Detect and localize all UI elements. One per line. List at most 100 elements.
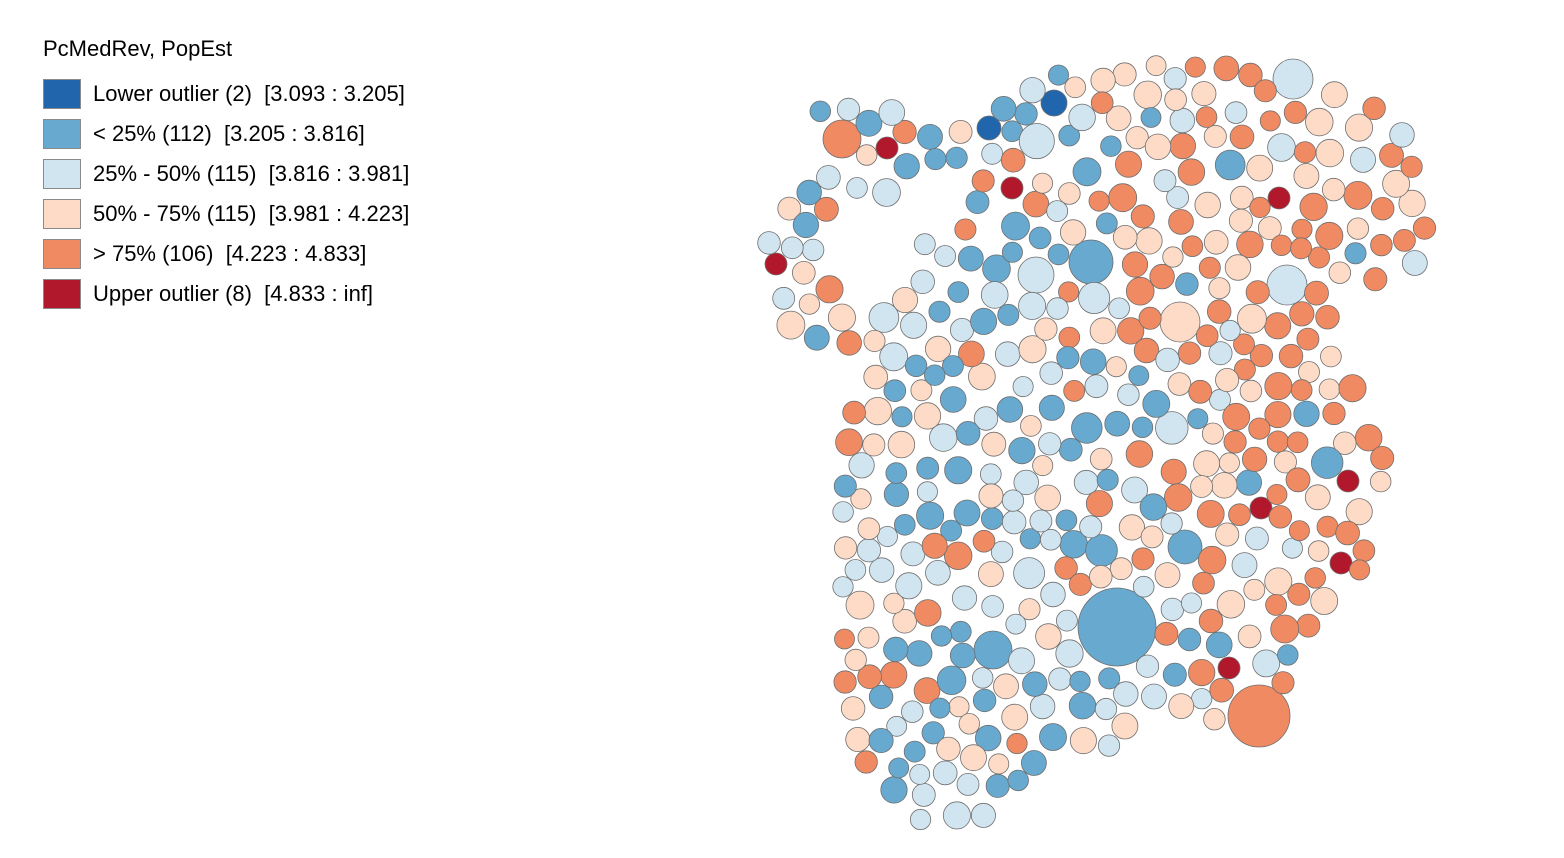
map-region-circle[interactable] (1307, 540, 1330, 562)
map-region-circle[interactable] (913, 402, 942, 430)
map-region-circle[interactable] (1169, 132, 1197, 160)
map-region-circle[interactable] (1398, 189, 1426, 217)
map-region-circle[interactable] (832, 501, 854, 523)
map-region-circle[interactable] (1264, 312, 1292, 340)
map-region-circle[interactable] (942, 355, 964, 377)
map-region-circle[interactable] (1296, 327, 1320, 351)
map-region-circle[interactable] (1227, 684, 1291, 748)
map-region-circle[interactable] (868, 302, 900, 333)
map-region-circle[interactable] (980, 281, 1009, 309)
map-region-circle[interactable] (996, 396, 1024, 423)
map-region-circle[interactable] (958, 713, 981, 735)
map-region-circle[interactable] (1370, 445, 1395, 470)
map-region-circle[interactable] (1196, 500, 1225, 528)
map-region-circle[interactable] (1115, 150, 1143, 178)
legend-item-q1[interactable]: < 25% (112) [3.205 : 3.816] (43, 114, 409, 154)
map-region-circle[interactable] (1206, 299, 1232, 324)
map-region-circle[interactable] (1159, 301, 1201, 343)
map-region-circle[interactable] (1329, 551, 1353, 575)
map-region-circle[interactable] (1308, 246, 1331, 269)
map-region-circle[interactable] (990, 96, 1017, 122)
map-region-circle[interactable] (1304, 280, 1329, 306)
map-region-circle[interactable] (846, 177, 868, 199)
map-region-circle[interactable] (1163, 483, 1193, 512)
map-region-circle[interactable] (1038, 394, 1065, 421)
map-region-circle[interactable] (1270, 614, 1300, 644)
map-region-circle[interactable] (879, 342, 909, 372)
map-region-circle[interactable] (869, 557, 895, 583)
map-region-circle[interactable] (1072, 157, 1102, 187)
map-region-circle[interactable] (916, 501, 945, 530)
map-region-circle[interactable] (1095, 212, 1118, 235)
map-region-circle[interactable] (1322, 401, 1346, 426)
map-region-circle[interactable] (1001, 211, 1030, 241)
map-region-circle[interactable] (1166, 186, 1189, 209)
map-region-circle[interactable] (1345, 498, 1373, 526)
map-region-circle[interactable] (1064, 76, 1086, 99)
map-region-circle[interactable] (1090, 91, 1114, 114)
map-region-circle[interactable] (832, 576, 854, 598)
map-region-circle[interactable] (893, 513, 916, 536)
map-region-circle[interactable] (1296, 613, 1321, 638)
map-region-circle[interactable] (970, 307, 998, 335)
map-region-circle[interactable] (801, 238, 825, 262)
map-region-circle[interactable] (1135, 227, 1163, 255)
map-region-circle[interactable] (1192, 571, 1215, 595)
map-region-circle[interactable] (1215, 367, 1240, 392)
map-region-circle[interactable] (883, 379, 907, 403)
map-region-circle[interactable] (816, 165, 841, 190)
map-region-circle[interactable] (845, 590, 875, 620)
map-region-circle[interactable] (1118, 514, 1146, 541)
map-region-circle[interactable] (1177, 627, 1202, 652)
map-region-circle[interactable] (1046, 297, 1069, 320)
map-region-circle[interactable] (1278, 343, 1304, 369)
map-region-circle[interactable] (1246, 154, 1274, 182)
map-region-circle[interactable] (1346, 217, 1370, 240)
map-region-circle[interactable] (1203, 124, 1227, 148)
map-region-circle[interactable] (1267, 186, 1291, 210)
legend-item-lower-outlier[interactable]: Lower outlier (2) [3.093 : 3.205] (43, 74, 409, 114)
map-region-circle[interactable] (1310, 587, 1339, 615)
legend-item-upper-outlier[interactable]: Upper outlier (8) [4.833 : inf] (43, 274, 409, 314)
map-region-circle[interactable] (1002, 509, 1027, 535)
map-region-circle[interactable] (1108, 183, 1138, 213)
map-region-circle[interactable] (1243, 578, 1266, 601)
map-region-circle[interactable] (1316, 515, 1339, 538)
map-region-circle[interactable] (878, 99, 906, 126)
map-region-circle[interactable] (1058, 326, 1081, 349)
map-region-circle[interactable] (1191, 688, 1213, 710)
map-region-circle[interactable] (928, 300, 951, 323)
map-region-circle[interactable] (1038, 432, 1062, 456)
map-region-circle[interactable] (1266, 483, 1288, 505)
map-region-circle[interactable] (1085, 490, 1113, 518)
map-region-circle[interactable] (995, 341, 1021, 367)
map-region-circle[interactable] (836, 97, 861, 122)
map-region-circle[interactable] (1098, 667, 1121, 690)
map-region-circle[interactable] (1153, 169, 1177, 193)
map-region-circle[interactable] (1266, 430, 1290, 453)
map-region-circle[interactable] (1401, 250, 1428, 276)
map-region-circle[interactable] (1285, 467, 1311, 493)
map-region-circle[interactable] (972, 688, 997, 713)
map-region-circle[interactable] (909, 808, 932, 831)
map-region-circle[interactable] (993, 673, 1019, 700)
map-region-circle[interactable] (1184, 56, 1206, 78)
map-region-circle[interactable] (1214, 149, 1246, 181)
map-region-circle[interactable] (887, 430, 916, 459)
map-region-circle[interactable] (1252, 649, 1281, 678)
map-region-circle[interactable] (1135, 654, 1160, 678)
map-region-circle[interactable] (921, 721, 945, 745)
map-region-circle[interactable] (1039, 723, 1067, 751)
map-region-circle[interactable] (1112, 62, 1137, 87)
map-region-circle[interactable] (1198, 256, 1221, 279)
map-region-circle[interactable] (1068, 103, 1096, 132)
map-region-circle[interactable] (981, 142, 1004, 165)
map-region-circle[interactable] (1069, 670, 1091, 693)
map-region-circle[interactable] (833, 536, 858, 560)
map-region-circle[interactable] (1217, 656, 1241, 680)
map-region-circle[interactable] (914, 599, 942, 627)
map-region-circle[interactable] (1321, 177, 1346, 202)
map-region-circle[interactable] (1029, 693, 1056, 720)
map-region-circle[interactable] (1191, 81, 1217, 107)
map-region-circle[interactable] (1343, 180, 1373, 210)
